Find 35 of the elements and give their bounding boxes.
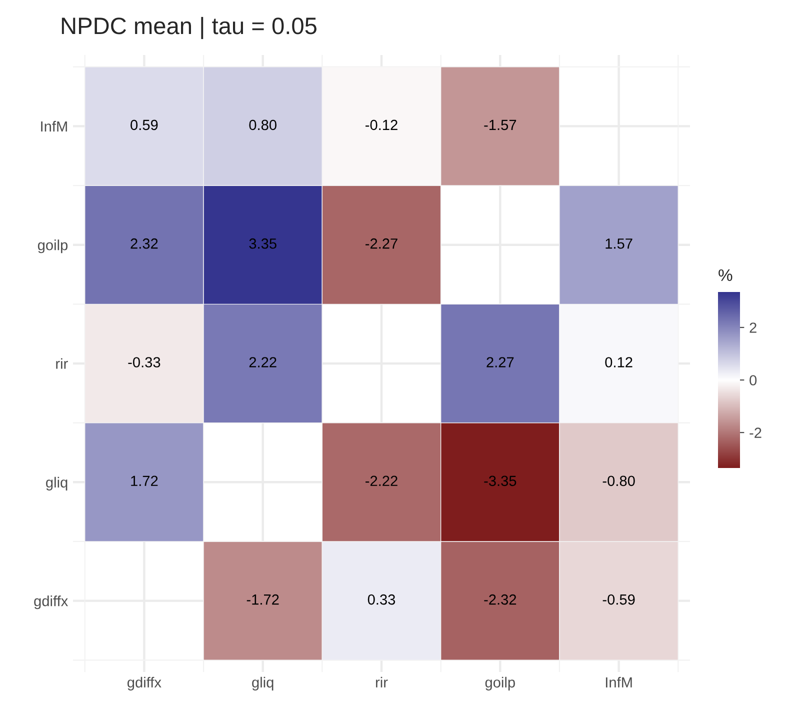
x-tick-label: gliq (252, 676, 274, 690)
data-label: 3.35 (249, 238, 276, 249)
data-label: 0.59 (130, 120, 158, 130)
data-label: 1.72 (131, 476, 158, 486)
data-label: -0.33 (128, 357, 160, 368)
x-tick-label: gdiffx (128, 676, 162, 690)
y-tick-label: rir (56, 358, 68, 369)
color-bar-title: % (718, 269, 732, 281)
x-tick-label: InfM (606, 676, 632, 688)
data-label: -0.59 (602, 594, 635, 605)
data-label: 2.27 (486, 357, 514, 368)
color-bar-label: 2 (750, 322, 756, 333)
data-label: 1.57 (606, 238, 632, 249)
data-label: 0.12 (605, 357, 632, 368)
data-label: -1.72 (246, 594, 279, 605)
y-tick-label: InfM (41, 120, 67, 132)
data-label: 0.33 (368, 594, 396, 605)
y-tick-label: gliq (46, 476, 68, 490)
x-tick-label: rir (376, 676, 388, 688)
data-label: -0.12 (366, 120, 398, 130)
y-tick-label: gdiffx (34, 596, 68, 610)
y-tick-label: goilp (38, 240, 68, 254)
chart-title: NPDC mean | tau = 0.05 (62, 16, 316, 40)
data-label: 2.32 (130, 238, 158, 249)
data-label: -0.80 (602, 476, 635, 486)
data-label: 0.80 (249, 120, 276, 130)
x-tick-label: goilp (485, 676, 515, 690)
data-label: -3.35 (484, 476, 516, 486)
color-bar-label: 0 (750, 375, 757, 386)
data-label: -2.27 (366, 238, 398, 249)
data-label: -1.57 (484, 120, 516, 130)
color-bar-label: -2 (750, 428, 762, 438)
data-label: 2.22 (249, 357, 276, 368)
data-label: -2.22 (366, 476, 398, 486)
data-label: -2.32 (484, 594, 516, 605)
